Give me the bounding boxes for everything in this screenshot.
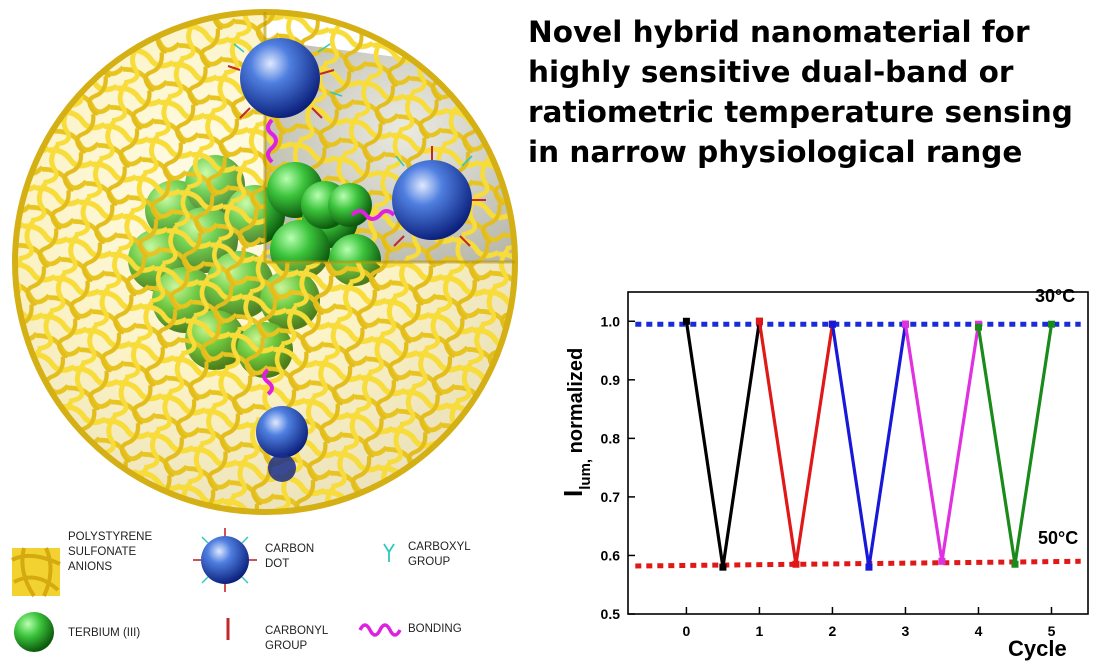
legend-label: GROUP (265, 640, 308, 652)
y-tick-label: 0.6 (601, 547, 621, 563)
legend-label: GROUP (408, 556, 451, 568)
y-tick-label: 0.5 (601, 606, 621, 622)
headline-line: Novel hybrid nanomaterial for (528, 15, 1030, 49)
legend-label: SULFONATE (68, 546, 136, 558)
data-point (938, 557, 946, 565)
legend-label: DOT (265, 558, 289, 570)
legend-label: CARBONYL (265, 625, 329, 637)
series-line-cycle-2 (757, 321, 835, 565)
terbium-icon (14, 612, 54, 652)
headline-line: in narrow physiological range (528, 135, 1023, 169)
data-point (682, 317, 690, 325)
data-point (1011, 560, 1019, 568)
legend-item-bonding: BONDING (358, 623, 462, 637)
y-tick-label: 1.0 (601, 313, 621, 329)
luminescence-cycle-chart: 0.5 0.6 0.7 0.8 0.9 1.0 0 1 2 3 4 5 30°C 50°C Cycl… (558, 286, 1089, 661)
ref-label-50c: 50°C (1038, 528, 1078, 548)
series-line-cycle-1 (684, 321, 762, 568)
carboxyl-group-icon (383, 543, 395, 562)
headline: Novel hybrid nanomaterial for highly sen… (528, 12, 1093, 172)
carbon-dot (227, 38, 343, 164)
legend: POLYSTYRENE SULFONATE ANIONS CARBON DOT … (11, 528, 471, 652)
data-point (828, 320, 836, 328)
y-axis-title-rest: normalized (565, 348, 587, 459)
legend-label: CARBON (265, 543, 314, 555)
legend-item-polystyrene: POLYSTYRENE SULFONATE ANIONS (11, 531, 152, 598)
data-point (865, 563, 873, 571)
x-tick-label: 0 (683, 623, 691, 639)
legend-item-carbonyl: CARBONYL GROUP (226, 618, 329, 652)
reference-line-50c (635, 558, 1081, 569)
nanoparticle-illustration (12, 9, 518, 515)
legend-item-carbon-dot: CARBON DOT (193, 528, 314, 592)
legend-label: CARBOXYL (408, 541, 471, 553)
legend-item-terbium: TERBIUM (III) (14, 612, 140, 652)
bonding-icon (358, 623, 402, 637)
data-point (974, 323, 982, 331)
ref-label-30c: 30°C (1035, 286, 1075, 306)
x-tick-label: 2 (829, 623, 837, 639)
x-tick-label: 4 (975, 623, 983, 639)
y-axis-title-main: I (558, 490, 588, 497)
data-point (901, 320, 909, 328)
y-axis-title: Ilum, normalized (558, 348, 594, 497)
y-tick-label: 0.7 (601, 489, 621, 505)
data-point (719, 563, 727, 571)
data-point (755, 317, 763, 325)
carbon-dot (350, 146, 486, 247)
legend-item-carboxyl: CARBOXYL GROUP (383, 541, 471, 568)
carbon-dot (256, 368, 308, 482)
x-tick-label: 5 (1048, 623, 1056, 639)
legend-label: TERBIUM (III) (68, 627, 140, 639)
headline-line: ratiometric temperature sensing (528, 95, 1073, 129)
plot-frame (627, 291, 1089, 615)
y-tick-label: 0.9 (601, 372, 621, 388)
legend-label: ANIONS (68, 561, 112, 573)
polystyrene-sulfonate-icon (11, 547, 61, 598)
headline-line: highly sensitive dual-band or (528, 55, 1014, 89)
y-tick-label: 0.8 (601, 430, 621, 446)
data-point (792, 560, 800, 568)
x-axis-title: Cycle (1008, 636, 1067, 661)
x-tick-label: 3 (902, 623, 910, 639)
x-tick-label: 1 (756, 623, 764, 639)
carbon-dot-icon (193, 528, 257, 592)
legend-label: BONDING (408, 623, 462, 635)
series-line-cycle-3 (830, 323, 908, 568)
legend-label: POLYSTYRENE (68, 531, 152, 543)
series-line-cycle-4 (903, 323, 981, 562)
data-point (1047, 320, 1055, 328)
y-axis-title-sub: lum, (577, 459, 594, 490)
